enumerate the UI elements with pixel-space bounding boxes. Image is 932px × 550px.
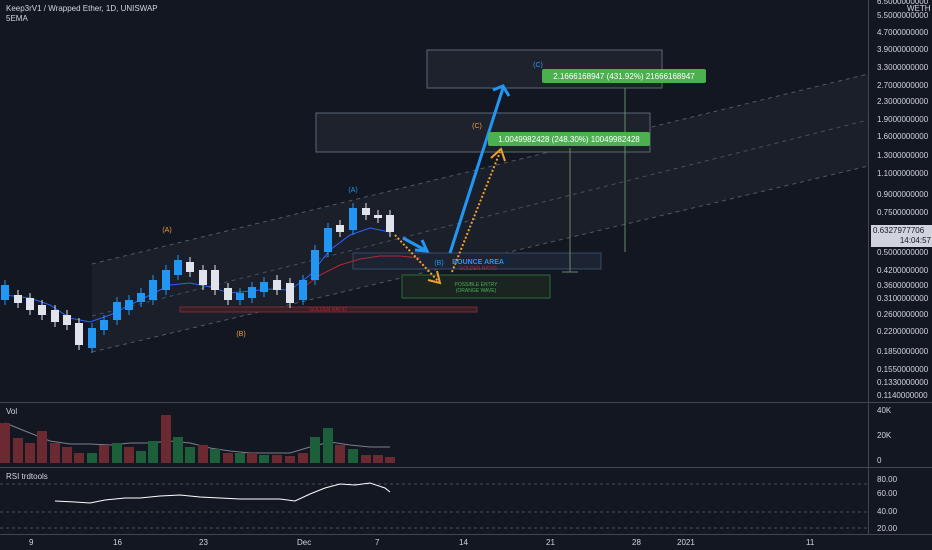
target-1-text: 1.0049982428 (248.30%) 10049982428 bbox=[498, 135, 640, 144]
golden-ratio-small-label: GOLDEN RATIO bbox=[459, 266, 497, 272]
wave-b-blue-label: (B) bbox=[434, 260, 443, 267]
symbol-title[interactable]: Keep3rV1 / Wrapped Ether, 1D, UNISWAP bbox=[6, 4, 158, 13]
time-tick-2021: 2021 bbox=[677, 538, 695, 547]
price-tick: 0.7500000000 bbox=[877, 208, 929, 217]
target-c-badge bbox=[542, 69, 706, 83]
rsi-chart bbox=[0, 482, 868, 529]
rsi-tick-20: 20.00 bbox=[877, 524, 898, 533]
price-tick: 0.1850000000 bbox=[877, 347, 929, 356]
wave-b-orange-label: (B) bbox=[236, 331, 245, 338]
price-tick: 0.1140000000 bbox=[877, 391, 928, 400]
wave-c-blue-label: (C) bbox=[533, 62, 543, 69]
price-tick: 0.3600000000 bbox=[877, 281, 929, 290]
possible-entry-label: POSSIBLE ENTRY bbox=[455, 282, 499, 288]
volume-label: Vol bbox=[6, 407, 18, 416]
wave-c-orange-label: (C) bbox=[472, 123, 482, 130]
price-tick: 1.6000000000 bbox=[877, 132, 929, 141]
price-pane[interactable]: Keep3rV1 / Wrapped Ether, 1D, UNISWAP 5E… bbox=[0, 0, 868, 402]
time-tick-23: 23 bbox=[199, 538, 208, 547]
time-tick-16: 16 bbox=[113, 538, 122, 547]
rsi-axis: 80.00 60.00 40.00 20.00 bbox=[868, 468, 932, 534]
price-tick: 2.3000000000 bbox=[877, 97, 929, 106]
golden-ratio-box bbox=[179, 306, 478, 313]
volume-bars bbox=[0, 415, 395, 463]
price-tick: 6.5000000000 bbox=[877, 0, 929, 6]
price-tick: 0.2200000000 bbox=[877, 327, 929, 336]
volume-chart bbox=[0, 415, 395, 463]
rsi-tick-80: 80.00 bbox=[877, 475, 898, 484]
indicator-label[interactable]: 5EMA bbox=[6, 14, 28, 23]
time-axis-separator bbox=[0, 534, 932, 535]
volume-pane[interactable]: Vol bbox=[0, 403, 868, 467]
price-tick: 0.4200000000 bbox=[877, 266, 929, 275]
candlesticks bbox=[1, 203, 394, 353]
price-tick: 0.1550000000 bbox=[877, 365, 929, 374]
price-tick: 4.7000000000 bbox=[877, 28, 929, 37]
price-tick: 1.1000000000 bbox=[877, 169, 929, 178]
price-tick: 5.5000000000 bbox=[877, 11, 929, 20]
last-price: 0.6327977706 bbox=[873, 226, 925, 235]
price-tick: 3.9000000000 bbox=[877, 45, 929, 54]
price-tick: 2.7000000000 bbox=[877, 81, 929, 90]
time-tick-28: 28 bbox=[632, 538, 641, 547]
vol-tick-20k: 20K bbox=[877, 431, 892, 440]
pane-separator-2[interactable] bbox=[0, 467, 932, 468]
time-axis[interactable]: 9 16 23 Dec 7 14 21 28 2021 11 bbox=[0, 535, 932, 550]
time-tick-21: 21 bbox=[546, 538, 555, 547]
price-tick: 0.3100000000 bbox=[877, 294, 929, 303]
target-1-badge bbox=[488, 132, 650, 146]
bounce-area-label: BOUNCE AREA bbox=[452, 259, 504, 266]
time-tick-11: 11 bbox=[806, 538, 815, 547]
wave-a-orange-label: (A) bbox=[162, 227, 171, 234]
price-tick: 3.3000000000 bbox=[877, 63, 929, 72]
rsi-tick-60: 60.00 bbox=[877, 489, 898, 498]
time-tick-dec: Dec bbox=[297, 538, 312, 547]
rsi-tick-40: 40.00 bbox=[877, 507, 898, 516]
target-c-text: 2.1666168947 (431.92%) 21666168947 bbox=[553, 72, 695, 81]
price-tick: 0.2600000000 bbox=[877, 310, 929, 319]
vol-tick-0: 0 bbox=[877, 456, 882, 465]
price-tick: 1.9000000000 bbox=[877, 115, 929, 124]
price-chart[interactable]: 2.1666168947 (431.92%) 21666168947 1.004… bbox=[0, 0, 868, 402]
price-tick: 0.1330000000 bbox=[877, 378, 929, 387]
volume-axis: 40K 20K 0 bbox=[868, 403, 932, 467]
golden-ratio-label: GOLDEN RATIO bbox=[309, 307, 347, 313]
countdown: 14:04:57 bbox=[899, 236, 931, 245]
vol-tick-40k: 40K bbox=[877, 406, 892, 415]
price-tick: 0.9000000000 bbox=[877, 190, 929, 199]
time-tick-7: 7 bbox=[375, 538, 380, 547]
last-price-badge: 0.6327977706 14:04:57 bbox=[871, 225, 932, 247]
time-tick-9: 9 bbox=[29, 538, 34, 547]
time-tick-14: 14 bbox=[459, 538, 468, 547]
price-tick: 1.3000000000 bbox=[877, 151, 929, 160]
pane-separator[interactable] bbox=[0, 402, 932, 403]
price-unit: WETH bbox=[907, 4, 931, 13]
orange-wave-label: (ORANGE WAVE) bbox=[456, 288, 497, 294]
wave-a-blue-label: (A) bbox=[348, 187, 357, 194]
rsi-label: RSI trdtools bbox=[6, 472, 48, 481]
rsi-pane[interactable]: RSI trdtools bbox=[0, 468, 868, 534]
price-axis[interactable]: WETH 6.5000000000 5.5000000000 4.700000000… bbox=[868, 0, 932, 402]
price-tick: 0.5000000000 bbox=[877, 248, 929, 257]
